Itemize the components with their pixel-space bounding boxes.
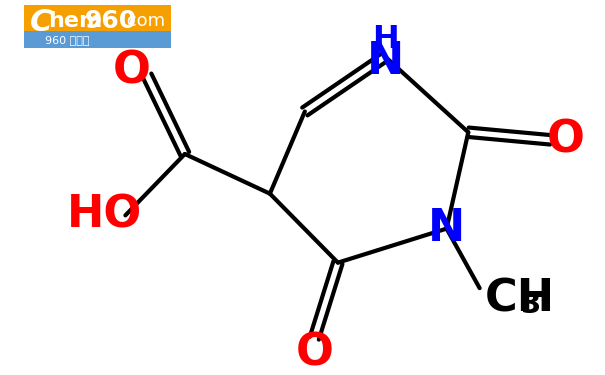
Text: H: H	[372, 24, 399, 55]
Text: 960 化工网: 960 化工网	[45, 34, 90, 45]
Text: N: N	[428, 207, 465, 250]
Text: O: O	[113, 50, 151, 92]
Text: 3: 3	[522, 291, 541, 319]
Text: hem: hem	[48, 11, 102, 31]
Text: O: O	[547, 118, 584, 161]
FancyBboxPatch shape	[24, 31, 171, 48]
Text: N: N	[367, 40, 404, 83]
Text: 960: 960	[85, 9, 137, 33]
Text: O: O	[295, 332, 333, 375]
FancyBboxPatch shape	[24, 5, 171, 40]
Text: CH: CH	[485, 278, 555, 321]
Text: .com: .com	[120, 12, 165, 30]
Text: C: C	[30, 8, 52, 37]
Text: HO: HO	[67, 194, 142, 237]
